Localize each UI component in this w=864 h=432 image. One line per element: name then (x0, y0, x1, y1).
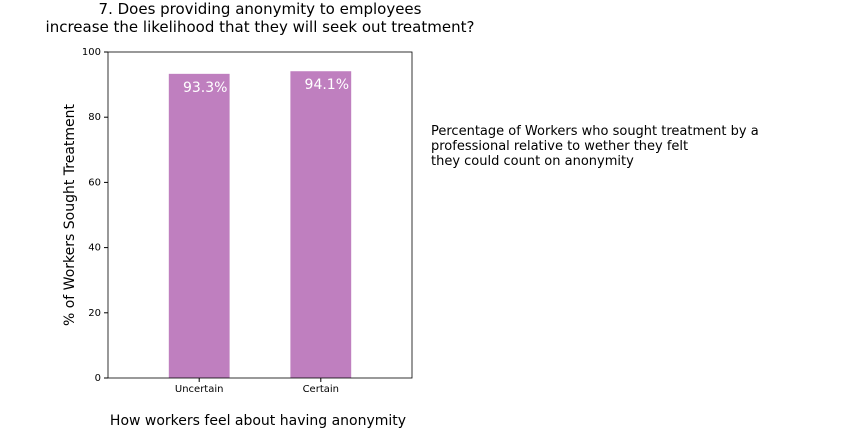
x-axis-label: How workers feel about having anonymity (110, 413, 406, 429)
plot-frame (107, 51, 413, 379)
chart-title: 7. Does providing anonymity to employees… (45, 0, 475, 36)
y-tick-label: 80 (88, 112, 101, 123)
y-tick-label: 40 (88, 243, 101, 254)
annotation: Percentage of Workers who sought treatme… (431, 124, 759, 169)
y-tick-label: 0 (95, 373, 101, 384)
y-tick-label: 100 (82, 47, 101, 58)
bar (290, 71, 352, 378)
value-label: 93.3% (183, 80, 227, 96)
bar (168, 73, 230, 378)
x-tick-label: Uncertain (175, 384, 224, 395)
y-tick-label: 20 (88, 308, 101, 319)
y-axis-label: % of Workers Sought Treatment (62, 103, 78, 326)
y-tick-label: 60 (88, 177, 101, 188)
value-label: 94.1% (305, 77, 349, 93)
x-tick-label: Certain (303, 384, 339, 395)
